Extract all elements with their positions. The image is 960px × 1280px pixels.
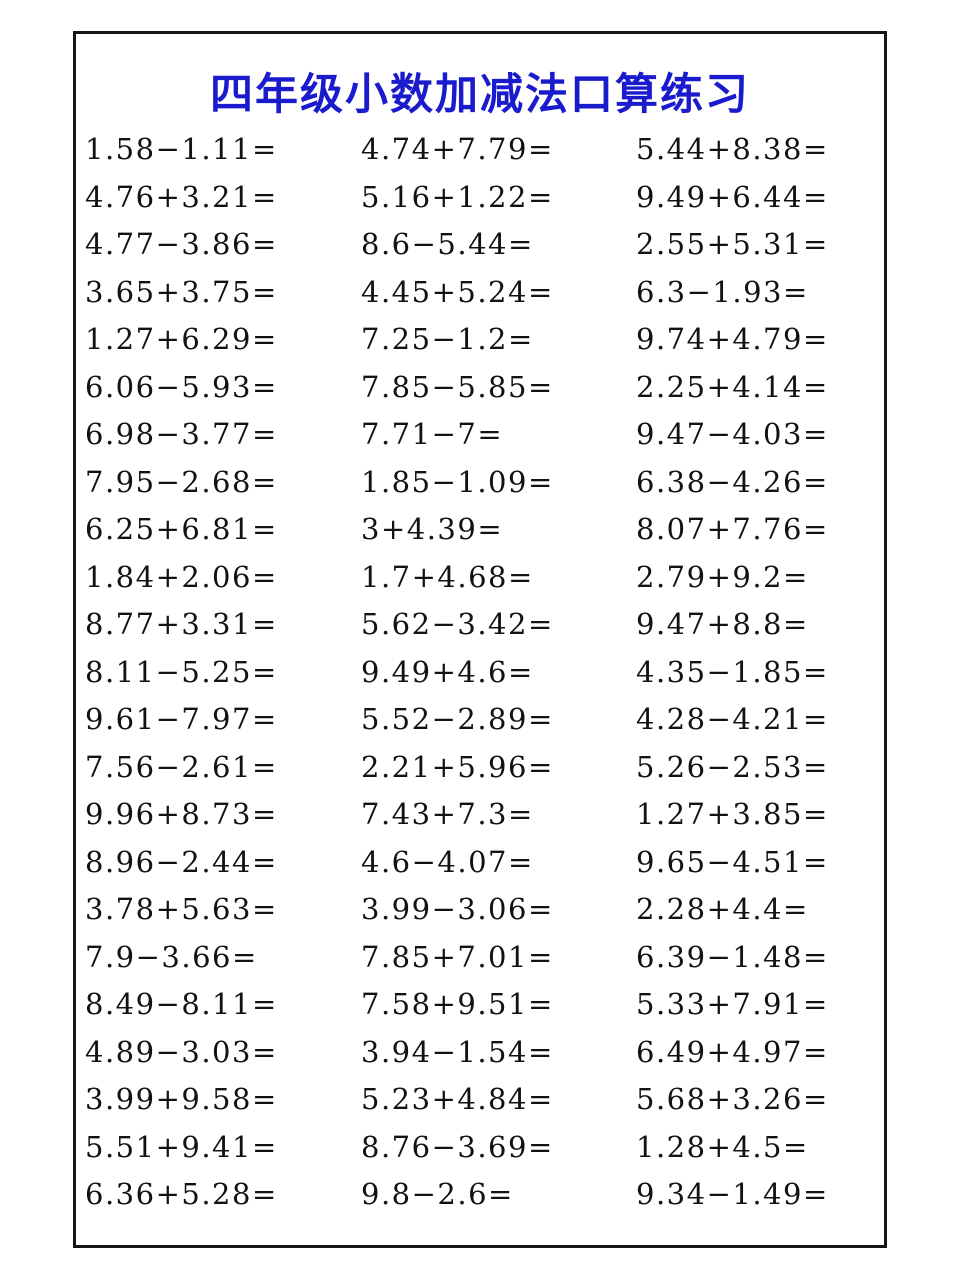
problem-item: 1.84+2.06= bbox=[85, 559, 278, 594]
problem-item: 6.38−4.26= bbox=[636, 464, 829, 499]
problem-item: 3+4.39= bbox=[361, 512, 504, 547]
problem-item: 2.79+9.2= bbox=[636, 559, 809, 594]
problem-item: 8.77+3.31= bbox=[85, 607, 278, 642]
problem-item: 4.45+5.24= bbox=[361, 274, 554, 309]
problem-item: 4.76+3.21= bbox=[85, 179, 278, 214]
problem-item: 1.58−1.11= bbox=[85, 132, 278, 167]
problem-item: 4.77−3.86= bbox=[85, 227, 278, 262]
problem-item: 5.44+8.38= bbox=[636, 132, 829, 167]
problem-item: 9.47+8.8= bbox=[636, 607, 809, 642]
problem-item: 5.62−3.42= bbox=[361, 607, 554, 642]
problem-item: 5.33+7.91= bbox=[636, 987, 829, 1022]
worksheet-title: 四年级小数加减法口算练习 bbox=[210, 70, 750, 120]
problem-item: 3.99+9.58= bbox=[85, 1082, 278, 1117]
problem-item: 5.16+1.22= bbox=[361, 179, 554, 214]
problem-item: 6.3−1.93= bbox=[636, 274, 809, 309]
problem-item: 6.49+4.97= bbox=[636, 1034, 829, 1069]
problem-grid: 1.58−1.11= 4.74+7.79= 5.44+8.38= 4.76+3.21=… bbox=[85, 125, 884, 1218]
problem-item: 6.36+5.28= bbox=[85, 1177, 278, 1212]
problem-item: 6.25+6.81= bbox=[85, 512, 278, 547]
problem-item: 4.28−4.21= bbox=[636, 702, 829, 737]
problem-item: 9.49+6.44= bbox=[636, 179, 829, 214]
problem-item: 8.96−2.44= bbox=[85, 844, 278, 879]
problem-item: 8.76−3.69= bbox=[361, 1129, 554, 1164]
problem-item: 5.26−2.53= bbox=[636, 749, 829, 784]
problem-item: 9.96+8.73= bbox=[85, 797, 278, 832]
problem-item: 7.71−7= bbox=[361, 417, 504, 452]
problem-item: 3.78+5.63= bbox=[85, 892, 278, 927]
problem-item: 9.65−4.51= bbox=[636, 844, 829, 879]
problem-item: 7.85+7.01= bbox=[361, 939, 554, 974]
problem-item: 5.23+4.84= bbox=[361, 1082, 554, 1117]
worksheet-page-border: 四年级小数加减法口算练习 1.58−1.11= 4.74+7.79= 5.44+8.… bbox=[73, 31, 887, 1248]
problem-item: 6.98−3.77= bbox=[85, 417, 278, 452]
problem-item: 1.28+4.5= bbox=[636, 1129, 809, 1164]
problem-item: 7.9−3.66= bbox=[85, 939, 258, 974]
problem-item: 4.6−4.07= bbox=[361, 844, 534, 879]
problem-item: 8.49−8.11= bbox=[85, 987, 278, 1022]
problem-item: 5.52−2.89= bbox=[361, 702, 554, 737]
problem-item: 9.8−2.6= bbox=[361, 1177, 514, 1212]
problem-item: 6.06−5.93= bbox=[85, 369, 278, 404]
problem-item: 9.74+4.79= bbox=[636, 322, 829, 357]
problem-item: 1.7+4.68= bbox=[361, 559, 534, 594]
problem-item: 9.61−7.97= bbox=[85, 702, 278, 737]
problem-item: 1.27+6.29= bbox=[85, 322, 278, 357]
problem-item: 2.25+4.14= bbox=[636, 369, 829, 404]
problem-item: 4.35−1.85= bbox=[636, 654, 829, 689]
problem-item: 3.65+3.75= bbox=[85, 274, 278, 309]
problem-item: 3.94−1.54= bbox=[361, 1034, 554, 1069]
problem-item: 8.07+7.76= bbox=[636, 512, 829, 547]
problem-item: 8.11−5.25= bbox=[85, 654, 278, 689]
problem-item: 7.56−2.61= bbox=[85, 749, 278, 784]
problem-item: 9.47−4.03= bbox=[636, 417, 829, 452]
problem-item: 7.95−2.68= bbox=[85, 464, 278, 499]
problem-item: 7.25−1.2= bbox=[361, 322, 534, 357]
problem-item: 5.51+9.41= bbox=[85, 1129, 278, 1164]
problem-item: 5.68+3.26= bbox=[636, 1082, 829, 1117]
problem-item: 9.49+4.6= bbox=[361, 654, 534, 689]
problem-item: 2.28+4.4= bbox=[636, 892, 809, 927]
problem-item: 7.43+7.3= bbox=[361, 797, 534, 832]
problem-item: 6.39−1.48= bbox=[636, 939, 829, 974]
problem-item: 9.34−1.49= bbox=[636, 1177, 829, 1212]
problem-item: 8.6−5.44= bbox=[361, 227, 534, 262]
problem-item: 1.27+3.85= bbox=[636, 797, 829, 832]
problem-item: 3.99−3.06= bbox=[361, 892, 554, 927]
problem-item: 2.21+5.96= bbox=[361, 749, 554, 784]
problem-item: 7.58+9.51= bbox=[361, 987, 554, 1022]
problem-item: 7.85−5.85= bbox=[361, 369, 554, 404]
problem-item: 2.55+5.31= bbox=[636, 227, 829, 262]
problem-item: 4.89−3.03= bbox=[85, 1034, 278, 1069]
problem-item: 4.74+7.79= bbox=[361, 132, 554, 167]
problem-item: 1.85−1.09= bbox=[361, 464, 554, 499]
